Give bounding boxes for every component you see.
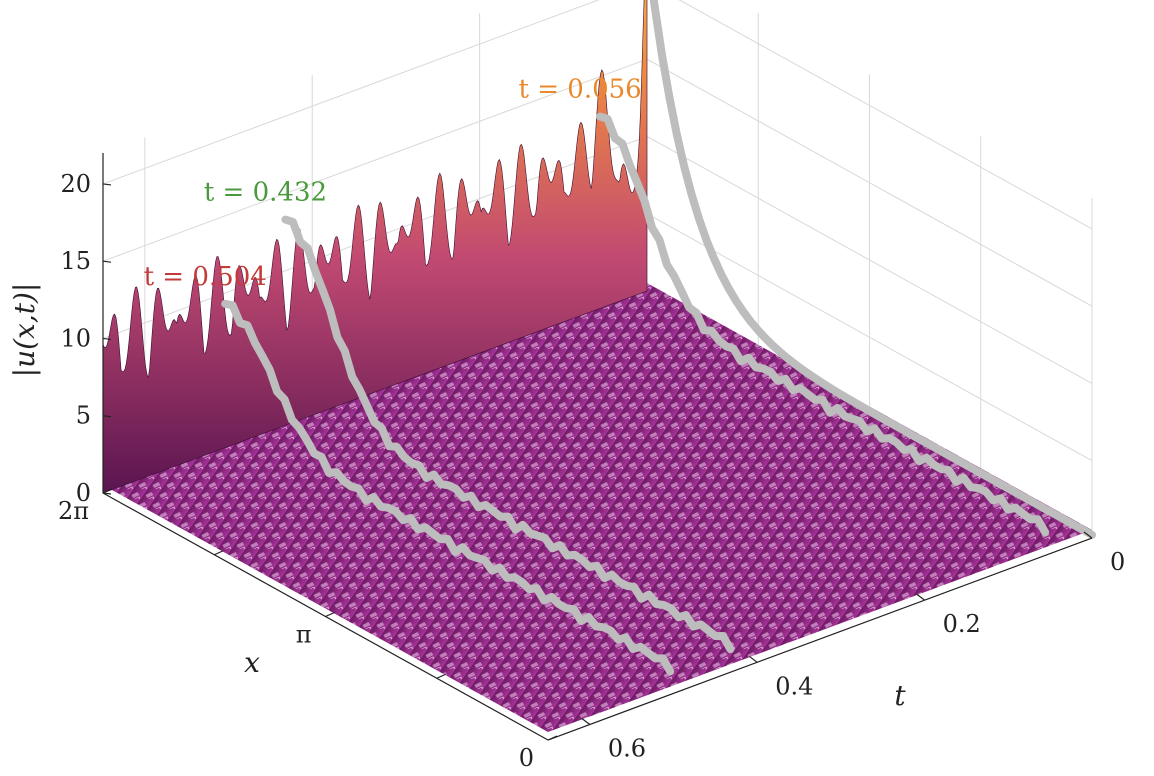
z-gridline-4 [102, 0, 1093, 230]
z-tick-mark-4 [102, 183, 112, 186]
trace-line-0 [649, 0, 1096, 539]
x-tick-label-1: π [296, 620, 312, 648]
z-tick-mark-0 [102, 492, 112, 495]
x-axis-label: x [244, 646, 260, 679]
z-tick-mark-1 [102, 415, 112, 418]
annotation-3: t = 0.504 [144, 262, 267, 292]
z-tick-label-0: 0 [76, 479, 91, 507]
x-tick-mark-0 [547, 735, 558, 741]
z-tick-mark-2 [102, 337, 112, 341]
ridge-surface [102, 0, 648, 494]
x-tick-label-2: 2π [58, 497, 89, 525]
x-tick-mark-1 [325, 611, 335, 618]
t-tick-label-1: 0.2 [943, 610, 981, 638]
annotation-2: t = 0.432 [204, 178, 327, 208]
trace-line-3 [221, 299, 675, 676]
t-axis-line [547, 537, 1093, 741]
surface-ridge [102, 0, 648, 494]
t-tick-mark-3 [581, 717, 591, 725]
trace-line-1 [596, 112, 1050, 537]
x-minor-tick-1 [214, 550, 224, 556]
x-minor-tick-0 [436, 673, 446, 679]
t-tick-mark-0 [1083, 531, 1093, 539]
highlight-traces [221, 0, 1096, 676]
t-tick-mark-2 [748, 655, 758, 663]
annotation-1: t = 0.056 [519, 75, 642, 105]
z-tick-mark-3 [102, 260, 112, 263]
t-tick-mark-1 [916, 593, 925, 601]
t-tick-label-3: 0.6 [608, 734, 646, 762]
x-tick-label-0: 0 [519, 744, 534, 772]
z-tick-label-1: 5 [76, 402, 91, 430]
z-tick-label-4: 20 [60, 170, 91, 198]
t-tick-label-0: 0 [1110, 548, 1125, 576]
z-tick-label-3: 15 [60, 247, 91, 275]
trace-line-2 [281, 215, 735, 654]
z-axis-label: |u(x,t)| [8, 283, 41, 378]
x-tick-mark-2 [102, 488, 113, 494]
t-axis-label: t [894, 679, 906, 712]
z-tick-label-2: 10 [60, 324, 91, 352]
t-tick-label-2: 0.4 [775, 672, 813, 700]
